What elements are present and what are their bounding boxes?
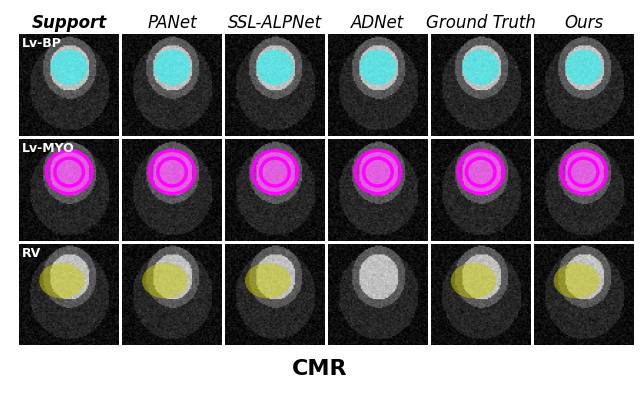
Text: SSL-ALPNet: SSL-ALPNet [228, 15, 322, 33]
Ellipse shape [51, 50, 88, 85]
Text: CMR: CMR [292, 359, 348, 379]
Text: PANet: PANet [147, 15, 197, 33]
Ellipse shape [154, 50, 191, 85]
Text: Ours: Ours [564, 15, 604, 33]
Ellipse shape [451, 263, 497, 299]
Ellipse shape [39, 263, 85, 299]
Text: RV: RV [22, 247, 42, 260]
Ellipse shape [257, 50, 294, 85]
Ellipse shape [565, 50, 602, 85]
Ellipse shape [561, 150, 607, 194]
Ellipse shape [142, 263, 188, 299]
Ellipse shape [46, 150, 92, 194]
Ellipse shape [355, 150, 401, 194]
Ellipse shape [554, 263, 599, 299]
Ellipse shape [359, 50, 396, 85]
Text: ADNet: ADNet [351, 15, 404, 33]
Text: Lv-BP: Lv-BP [22, 37, 62, 50]
Ellipse shape [458, 150, 504, 194]
Ellipse shape [149, 150, 195, 194]
Text: Lv-MYO: Lv-MYO [22, 142, 75, 155]
Text: Support: Support [31, 15, 107, 33]
Ellipse shape [245, 263, 291, 299]
Ellipse shape [252, 150, 298, 194]
Text: Ground Truth: Ground Truth [426, 15, 536, 33]
Ellipse shape [462, 50, 499, 85]
